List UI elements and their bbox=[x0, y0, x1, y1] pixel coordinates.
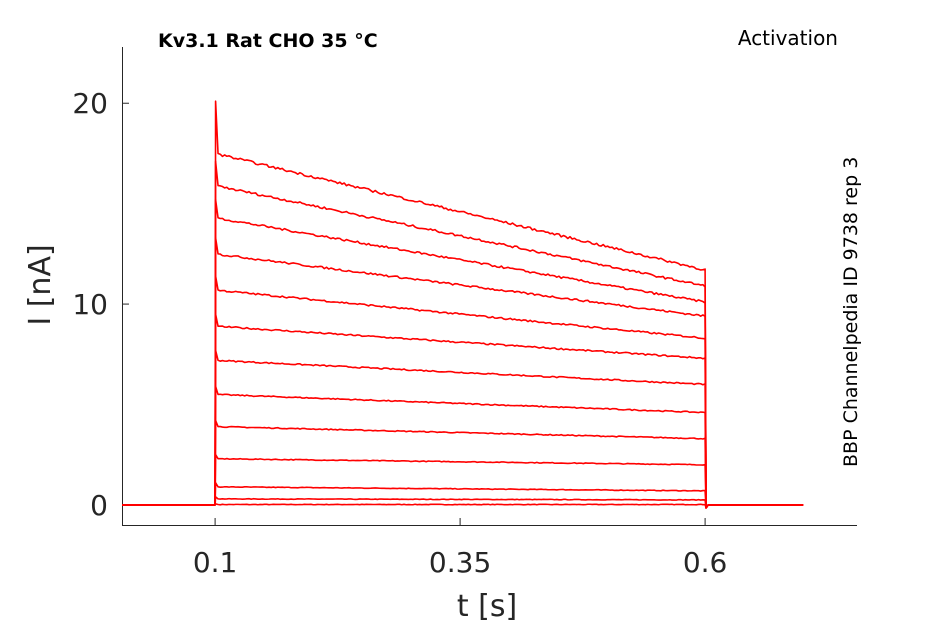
protocol-label: Activation bbox=[738, 26, 838, 50]
current-trace-1 bbox=[122, 503, 804, 509]
current-trace-10 bbox=[122, 237, 804, 509]
current-trace-11 bbox=[122, 198, 804, 509]
chart-title: Kv3.1 Rat CHO 35 °C bbox=[158, 30, 378, 52]
x-ticks: 0.1 0.35 0.6 bbox=[193, 518, 728, 579]
y-ticks: 0 10 20 bbox=[72, 87, 129, 522]
current-trace-6 bbox=[122, 385, 804, 509]
current-trace-13 bbox=[122, 100, 804, 509]
y-tick-label: 10 bbox=[72, 288, 108, 321]
current-trace-2 bbox=[122, 496, 804, 509]
current-traces bbox=[122, 100, 804, 509]
x-tick-label: 0.35 bbox=[429, 546, 491, 579]
current-trace-9 bbox=[122, 275, 804, 509]
current-trace-5 bbox=[122, 419, 804, 509]
source-label: BBP Channelpedia ID 9738 rep 3 bbox=[840, 157, 862, 467]
x-axis-label: t [s] bbox=[457, 589, 517, 624]
current-trace-8 bbox=[122, 313, 804, 509]
current-trace-3 bbox=[122, 482, 804, 509]
x-tick-label: 0.6 bbox=[683, 546, 728, 579]
current-trace-12 bbox=[122, 160, 804, 509]
y-tick-label: 0 bbox=[90, 489, 108, 522]
y-axis-label: I [nA] bbox=[23, 244, 58, 325]
current-trace-4 bbox=[122, 453, 804, 509]
current-trace-7 bbox=[122, 349, 804, 509]
x-tick-label: 0.1 bbox=[193, 546, 238, 579]
y-tick-label: 20 bbox=[72, 87, 108, 120]
